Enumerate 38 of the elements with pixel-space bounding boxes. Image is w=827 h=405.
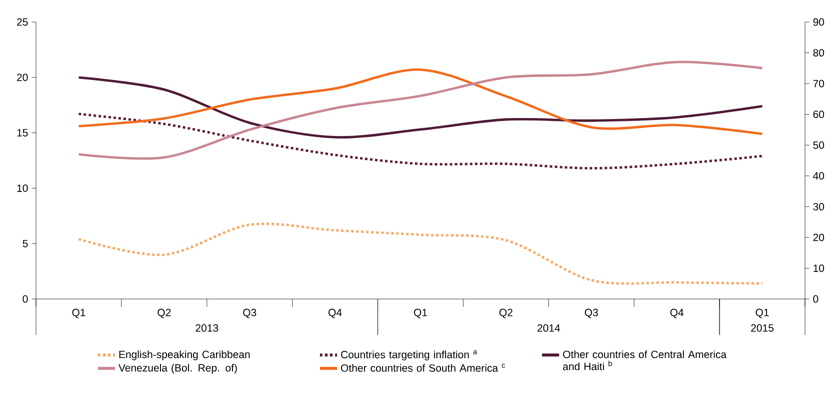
line-series	[78, 112, 764, 170]
y2-tick-label: 0	[813, 295, 818, 303]
y2-tick-label: 10	[814, 264, 824, 272]
y2-tick-label: 40	[813, 172, 824, 180]
x-tick-label: Q1	[414, 308, 427, 318]
legend-label: Other countries of South America $^{c}$	[341, 364, 506, 372]
legend-label: Other countries of Central America and Haiti $^{b}$	[563, 350, 727, 370]
x-tick-label: Q1	[72, 308, 86, 318]
text: 2015	[751, 324, 774, 332]
y2-tick-label: 70	[813, 80, 824, 88]
y-tick-label: 25	[17, 18, 28, 26]
y-tick-label: 15	[17, 129, 28, 136]
y2-tick-label: 50	[813, 141, 824, 149]
legend-label: Venezuela (Bol. Rep. of)	[118, 364, 237, 374]
line-series	[78, 60, 764, 160]
x-tick-label: Q1	[756, 308, 769, 318]
y2-tick-label: 30	[813, 202, 824, 210]
x-tick-label: Q3	[243, 308, 256, 318]
y2-tick-label: 80	[813, 49, 824, 57]
line-series	[78, 68, 764, 136]
y2-tick-label: 60	[813, 110, 824, 118]
legend-label: English-speaking Caribbean	[119, 350, 250, 360]
line-series	[78, 222, 764, 285]
y-tick-label: 0	[22, 295, 28, 303]
y2-tick-label: 20	[813, 234, 824, 242]
x-tick-label: Q4	[328, 308, 342, 318]
x-tick-label: Q2	[158, 308, 171, 318]
x-tick-label: Q3	[584, 308, 598, 318]
line-series	[78, 76, 764, 139]
y-tick-label: 10	[17, 184, 28, 192]
y-tick-label: 20	[17, 74, 28, 82]
text: 2014	[538, 324, 560, 332]
x-tick-label: Q4	[670, 308, 684, 318]
x-tick-label: Q2	[499, 308, 512, 318]
text: 2013	[196, 324, 218, 332]
y-tick-label: 5	[22, 240, 28, 248]
legend-label: Countries targeting inflation $^{a}$	[341, 350, 478, 360]
y2-tick-label: 90	[813, 18, 824, 26]
